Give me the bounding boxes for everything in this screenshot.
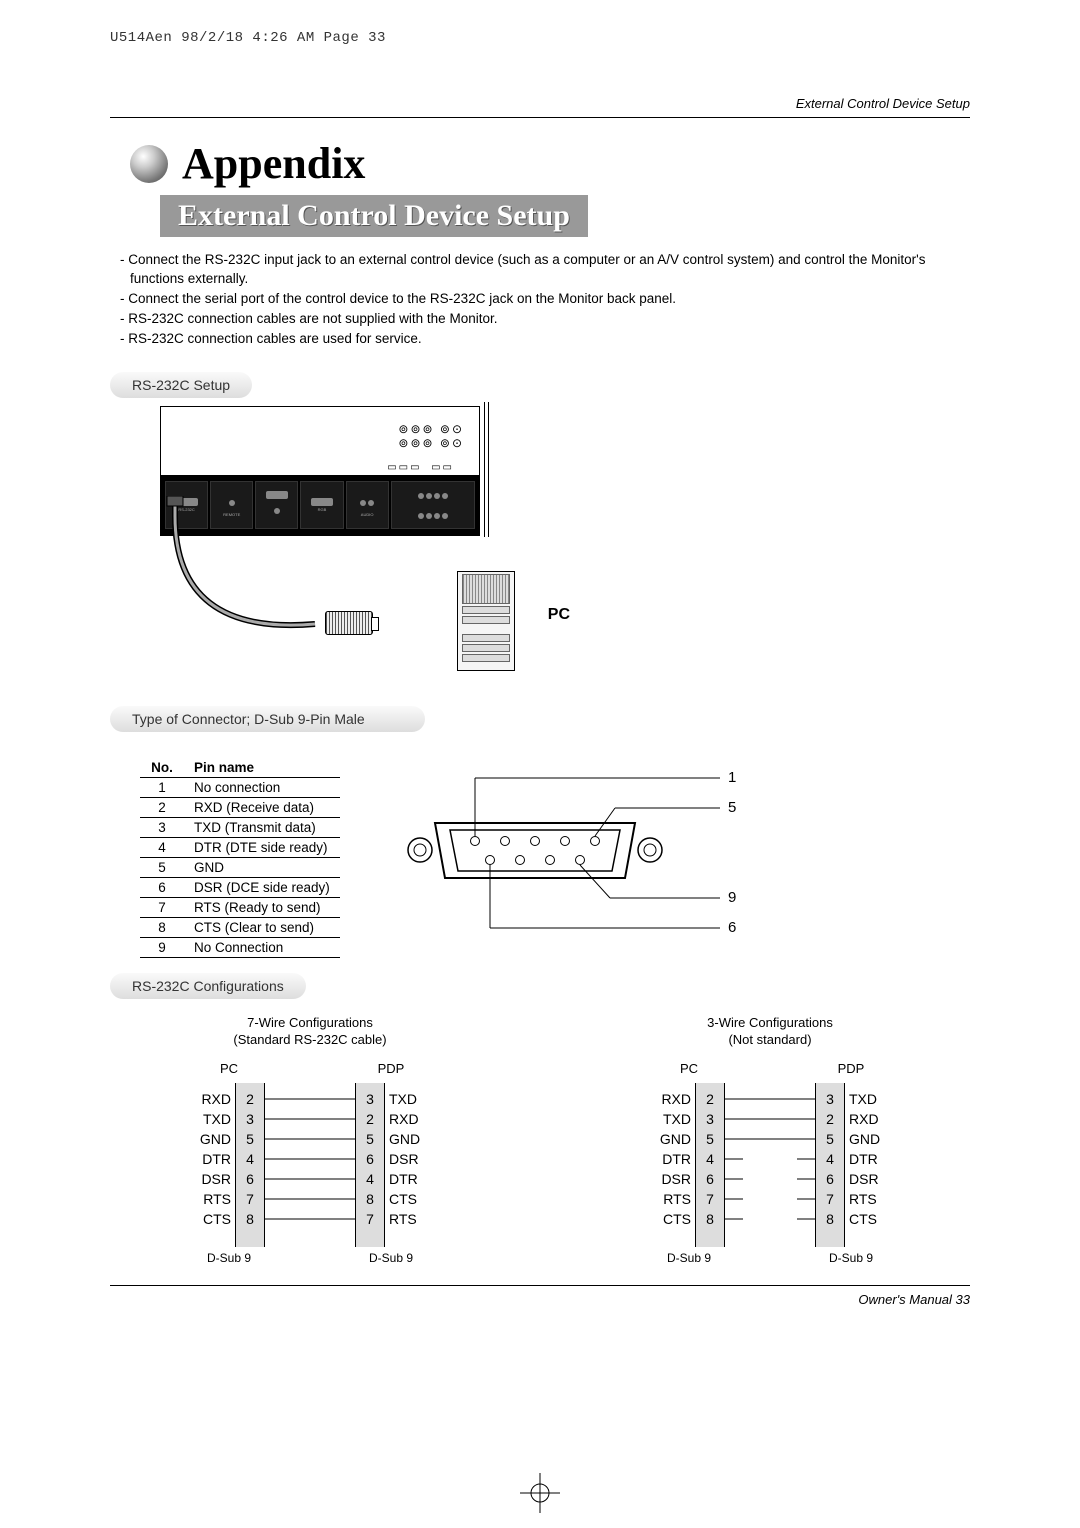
footer-rule: [110, 1285, 970, 1286]
bullet-item: - Connect the RS-232C input jack to an e…: [120, 251, 970, 289]
subtitle-bar: External Control Device Setup: [160, 195, 588, 237]
bullet-item: - Connect the serial port of the control…: [120, 290, 970, 309]
page-title: Appendix: [182, 138, 365, 189]
config-3wire: 3-Wire Configurations(Not standard) PC R…: [653, 1015, 887, 1265]
running-head: External Control Device Setup: [110, 96, 970, 111]
footer-text: Owner's Manual 33: [110, 1292, 970, 1307]
crop-mark-icon: [520, 1473, 560, 1513]
pin-table: No.Pin name 1No connection2RXD (Receive …: [140, 758, 340, 958]
sphere-bullet-icon: [130, 145, 168, 183]
table-row: 6DSR (DCE side ready): [140, 878, 340, 898]
monitor-back-panel: ⊚⊚⊚ ⊚⊙⊚⊚⊚ ⊚⊙ ▭▭▭ ▭▭ RS-232C REMOTE RGB A…: [160, 406, 480, 536]
table-row: 1No connection: [140, 778, 340, 798]
th-no: No.: [140, 758, 190, 778]
title-row: Appendix: [130, 138, 970, 189]
bullet-item: - RS-232C connection cables are used for…: [120, 330, 970, 349]
serial-plug-icon: [325, 611, 373, 635]
connector-diagram: 1 5 9 6: [380, 758, 970, 963]
svg-text:1: 1: [728, 769, 736, 786]
table-row: 5GND: [140, 858, 340, 878]
th-name: Pin name: [190, 758, 340, 778]
setup-illustration: ⊚⊚⊚ ⊚⊙⊚⊚⊚ ⊚⊙ ▭▭▭ ▭▭ RS-232C REMOTE RGB A…: [160, 406, 480, 536]
bullet-item: - RS-232C connection cables are not supp…: [120, 310, 970, 329]
table-row: 8CTS (Clear to send): [140, 918, 340, 938]
intro-bullets: - Connect the RS-232C input jack to an e…: [120, 251, 970, 348]
table-row: 3TXD (Transmit data): [140, 818, 340, 838]
table-row: 4DTR (DTE side ready): [140, 838, 340, 858]
section-pill-connector: Type of Connector; D-Sub 9-Pin Male: [110, 706, 425, 732]
section-pill-config: RS-232C Configurations: [110, 973, 306, 999]
svg-text:9: 9: [728, 889, 736, 906]
pc-label: PC: [548, 606, 570, 624]
table-row: 2RXD (Receive data): [140, 798, 340, 818]
config-7wire: 7-Wire Configurations(Standard RS-232C c…: [193, 1015, 427, 1265]
svg-text:5: 5: [728, 799, 736, 816]
section-pill-setup: RS-232C Setup: [110, 372, 252, 398]
print-stamp: U514Aen 98/2/18 4:26 AM Page 33: [110, 30, 970, 46]
top-rule: [110, 117, 970, 118]
pc-tower-icon: [457, 571, 515, 671]
table-row: 9No Connection: [140, 938, 340, 958]
table-row: 7RTS (Ready to send): [140, 898, 340, 918]
svg-text:6: 6: [728, 919, 736, 936]
